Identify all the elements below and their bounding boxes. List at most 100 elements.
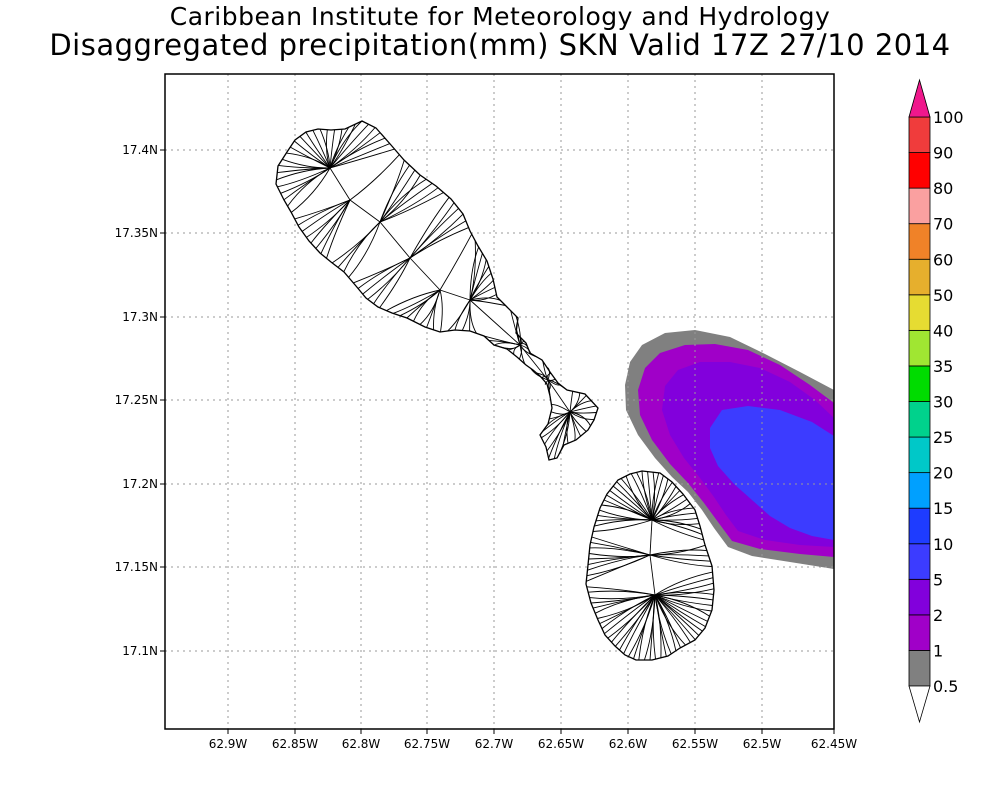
chart-subtitle: Disaggregated precipitation(mm) SKN Vali…: [49, 28, 951, 62]
colorbar-max-arrow: [908, 78, 931, 118]
drainage-line: [329, 137, 386, 169]
colorbar-segment: [908, 329, 931, 367]
drainage-line: [558, 411, 571, 455]
x-tick-label: 62.8W: [342, 737, 381, 751]
drainage-line: [305, 131, 331, 169]
drainage-line: [654, 594, 691, 643]
drainage-line: [349, 154, 400, 201]
drainage-line: [379, 192, 444, 223]
x-tick-label: 62.65W: [538, 737, 584, 751]
colorbar-segment: [908, 543, 931, 580]
ridge-line: [519, 344, 549, 381]
drainage-line: [379, 257, 411, 308]
drainage-line: [651, 494, 684, 521]
drainage-line: [550, 411, 571, 415]
drainage-line: [379, 183, 433, 223]
y-tick-label: 17.15N: [115, 560, 158, 574]
colorbar-segment: [908, 650, 931, 687]
ridge-line: [649, 554, 656, 596]
colorbar-label: 70: [933, 215, 953, 234]
ridge-line: [469, 299, 521, 346]
drainage-line: [277, 167, 331, 188]
colorbar-segment: [908, 578, 931, 616]
colorbar-segment: [908, 294, 931, 331]
drainage-line: [515, 315, 521, 346]
drainage-line: [469, 272, 492, 301]
drainage-line: [649, 554, 713, 567]
drainage-line: [569, 411, 576, 441]
drainage-line: [651, 519, 703, 535]
drainage-line: [649, 549, 707, 556]
drainage-line: [379, 164, 410, 223]
drainage-line: [592, 519, 653, 532]
drainage-line: [620, 478, 653, 521]
drainage-line: [329, 123, 356, 169]
colorbar-segment: [908, 507, 931, 545]
drainage-line: [315, 199, 351, 249]
plot-frame: [164, 73, 835, 730]
drainage-line: [569, 411, 591, 427]
colorbar-segment: [908, 614, 931, 651]
drainage-line: [654, 594, 686, 646]
colorbar-segment: [908, 436, 931, 474]
drainage-line: [519, 344, 532, 354]
colorbar-label: 5: [933, 570, 943, 589]
drainage-line: [630, 473, 653, 521]
drainage-nevis: [586, 470, 714, 661]
drainage-line: [651, 512, 697, 521]
colorbar-segment: [908, 187, 931, 225]
drainage-line: [651, 472, 660, 521]
colorbar-label: 10: [933, 535, 953, 554]
drainage-line: [329, 129, 336, 169]
drainage-line: [469, 286, 496, 301]
drainage-line: [651, 507, 694, 521]
drainage-line: [654, 571, 713, 596]
y-tick-label: 17.4N: [122, 143, 158, 157]
drainage-line: [651, 482, 673, 521]
ridge-line: [329, 167, 351, 201]
ridge-line: [409, 257, 441, 291]
drainage-line: [379, 178, 427, 223]
drainage-line: [319, 129, 331, 169]
drainage-line: [519, 344, 526, 365]
drainage-line: [294, 199, 351, 220]
drainage-line: [623, 594, 656, 654]
y-tick-label: 17.35N: [115, 226, 158, 240]
drainage-line: [326, 129, 331, 169]
drainage-line: [654, 594, 662, 658]
drainage-line: [586, 554, 651, 577]
drainage-line: [569, 391, 574, 413]
colorbar-segment: [908, 116, 931, 153]
drainage-line: [614, 594, 656, 647]
drainage-line: [649, 554, 711, 562]
drainage-line: [547, 379, 567, 390]
drainage-line: [654, 594, 677, 651]
x-tick-label: 62.5W: [743, 737, 782, 751]
drainage-line: [649, 554, 709, 557]
drainage-st-kitts: [276, 120, 597, 459]
drainage-line: [628, 594, 656, 657]
drainage-line: [654, 594, 708, 622]
drainage-line: [546, 411, 571, 452]
y-tick-label: 17.2N: [122, 477, 158, 491]
colorbar-label: 40: [933, 321, 953, 340]
ridge-line: [547, 379, 571, 413]
drainage-line: [569, 400, 592, 413]
colorbar-label: 0.5: [933, 677, 958, 696]
drainage-line: [643, 594, 656, 661]
drainage-line: [586, 586, 656, 596]
precipitation-field: [625, 330, 834, 569]
colorbar-label: 20: [933, 464, 953, 483]
colorbar-segment: [908, 258, 931, 296]
drainage-line: [654, 577, 714, 596]
drainage-line: [282, 158, 331, 169]
drainage-line: [654, 594, 710, 617]
drainage-line: [651, 519, 704, 541]
drainage-line: [541, 411, 571, 439]
x-tick-label: 62.45W: [811, 737, 857, 751]
colorbar-label: 25: [933, 428, 953, 447]
drainage-line: [519, 343, 528, 348]
drainage-line: [447, 299, 471, 332]
drainage-line: [392, 289, 441, 314]
